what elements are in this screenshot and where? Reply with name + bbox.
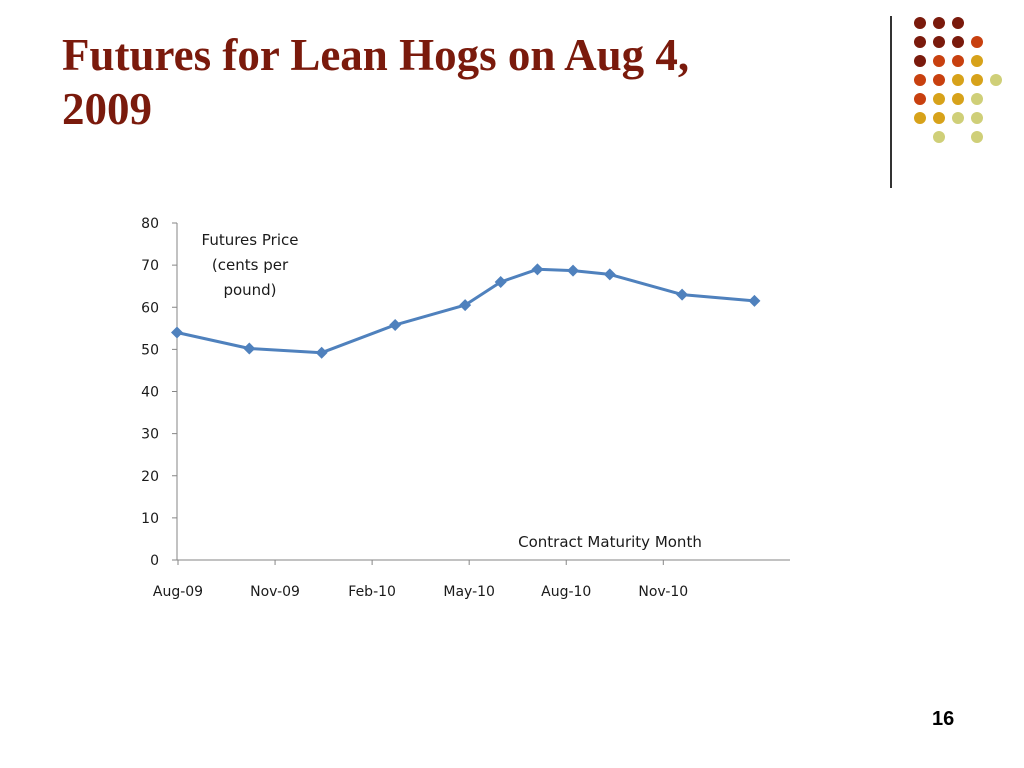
data-point-marker — [567, 264, 580, 277]
x-tick-label: Aug-09 — [153, 584, 203, 600]
data-point-marker — [389, 318, 402, 331]
data-point-marker — [494, 275, 507, 288]
y-tick-label: 60 — [141, 300, 159, 316]
decor-dot — [933, 112, 945, 124]
data-point-marker — [171, 326, 183, 339]
data-point-marker — [676, 288, 689, 301]
decor-dot — [952, 112, 964, 124]
decor-dot — [933, 36, 945, 48]
y-tick-label: 50 — [141, 342, 159, 358]
x-tick-label: Feb-10 — [348, 584, 396, 600]
y-tick-label: 30 — [141, 427, 159, 443]
x-axis-label: Contract Maturity Month — [518, 533, 702, 551]
data-point-marker — [531, 263, 544, 276]
decor-dot — [914, 74, 926, 86]
decor-dot — [971, 36, 983, 48]
decor-dot — [971, 74, 983, 86]
x-tick-label: Aug-10 — [541, 584, 591, 600]
decor-dot — [933, 55, 945, 67]
title-divider — [890, 16, 892, 188]
data-point-marker — [459, 299, 472, 312]
slide-title-line-1: Futures for Lean Hogs on Aug 4, — [62, 30, 690, 80]
slide-title: Futures for Lean Hogs on Aug 4, 2009 — [62, 28, 862, 136]
decor-dot — [914, 112, 926, 124]
decor-dot — [952, 93, 964, 105]
y-axis-label-line: pound) — [223, 281, 276, 299]
data-point-marker — [603, 268, 616, 281]
decor-dot — [933, 131, 945, 143]
futures-price-chart: 0 10 20 30 40 50 60 70 80 Aug-09 Nov-09 Feb-10 May-1… — [141, 216, 790, 600]
decor-dot — [952, 55, 964, 67]
decor-dot — [971, 55, 983, 67]
y-axis-label-line: Futures Price — [202, 231, 299, 249]
decor-dot — [933, 74, 945, 86]
decor-dot — [914, 36, 926, 48]
decor-dot — [971, 93, 983, 105]
decor-dot — [914, 17, 926, 29]
y-tick-label: 70 — [141, 258, 159, 274]
data-point-marker — [315, 346, 328, 359]
slide-title-line-2: 2009 — [62, 84, 152, 134]
decor-dot — [952, 36, 964, 48]
y-tick-label: 40 — [141, 385, 159, 401]
x-tick-label: Nov-10 — [638, 584, 688, 600]
decor-dot — [952, 74, 964, 86]
x-tick-label: May-10 — [443, 584, 495, 600]
data-point-marker — [243, 342, 256, 355]
y-tick-label: 20 — [141, 469, 159, 485]
y-tick-label: 80 — [141, 216, 159, 232]
decorative-dot-grid — [914, 17, 1002, 143]
y-tick-label: 0 — [150, 553, 159, 569]
decor-dot — [933, 17, 945, 29]
decor-dot — [914, 93, 926, 105]
decor-dot — [933, 93, 945, 105]
slide-number: 16 — [932, 708, 955, 730]
y-axis-label-line: (cents per — [212, 256, 289, 274]
y-tick-label: 10 — [141, 511, 159, 527]
x-tick-label: Nov-09 — [250, 584, 300, 600]
decor-dot — [971, 112, 983, 124]
decor-dot — [914, 55, 926, 67]
decor-dot — [952, 17, 964, 29]
decor-dot — [990, 74, 1002, 86]
decor-dot — [971, 131, 983, 143]
data-point-marker — [748, 294, 761, 307]
